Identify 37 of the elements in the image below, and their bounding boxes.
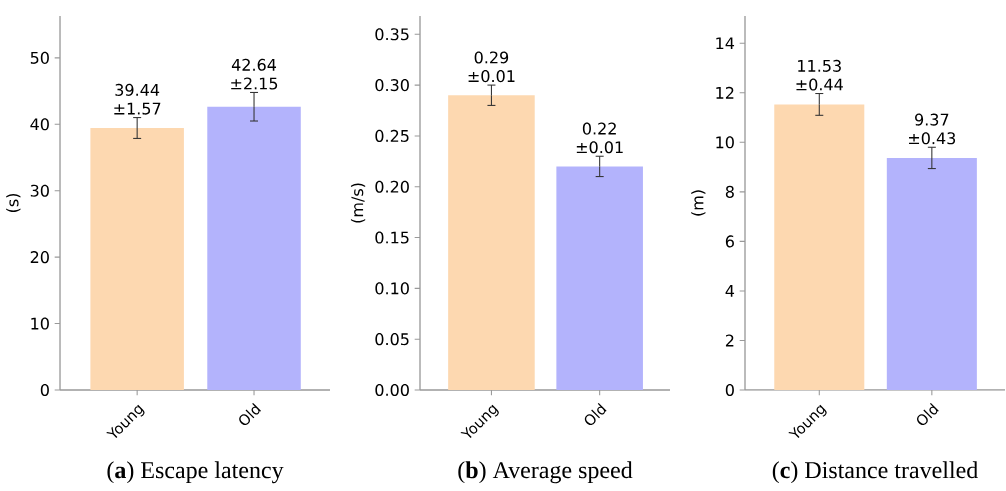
- y-tick-label: 20: [30, 251, 49, 264]
- text: (a) Escape latency: [107, 461, 284, 484]
- data-label: 39.44 ±1.57: [114, 83, 161, 115]
- y-tick-label: 4: [725, 285, 735, 297]
- data-label: 42.64 ±2.15: [231, 58, 278, 90]
- y-tick-label: 12: [716, 86, 734, 99]
- data-label: 0.29 ±0.01: [468, 51, 515, 83]
- y-tick-label: 40: [30, 118, 49, 131]
- y-tick-label: 2: [725, 334, 734, 347]
- y-tick-label: 8: [725, 185, 734, 198]
- data-label: 11.53 ±0.44: [796, 59, 843, 91]
- y-tick-label: 0.25: [375, 129, 409, 142]
- y-tick-label: 10: [31, 317, 49, 330]
- text: (b) Average speed: [458, 461, 633, 484]
- y-tick-label: 6: [725, 235, 734, 248]
- y-tick-label: 0: [725, 383, 734, 397]
- text: (c) Distance travelled: [772, 461, 978, 484]
- y-tick-label: 14: [716, 37, 735, 50]
- x-tick-label: Old: [917, 402, 939, 426]
- y-tick-label: 0.30: [375, 79, 409, 92]
- y-tick-label: 0.35: [375, 28, 409, 41]
- y-tick-label: 0: [40, 383, 49, 397]
- y-tick-label: 0.20: [375, 180, 409, 193]
- y-axis-title: (m/s): [350, 183, 366, 223]
- y-tick-label: 10: [716, 136, 734, 149]
- y-tick-label: 0.05: [375, 333, 409, 346]
- y-tick-label: 0.10: [375, 282, 409, 295]
- data-label: 0.22 ±0.01: [576, 122, 623, 154]
- x-tick-label: Old: [584, 402, 607, 426]
- y-tick-label: 0.00: [375, 383, 409, 397]
- x-tick-label: Old: [239, 402, 261, 426]
- y-tick-label: 0.15: [375, 231, 409, 244]
- y-axis-title: (s): [6, 193, 21, 213]
- data-label: 9.37 ±0.43: [909, 113, 956, 145]
- y-tick-label: 50: [30, 51, 49, 64]
- y-axis-title: (m): [691, 190, 706, 216]
- y-tick-label: 30: [30, 184, 49, 197]
